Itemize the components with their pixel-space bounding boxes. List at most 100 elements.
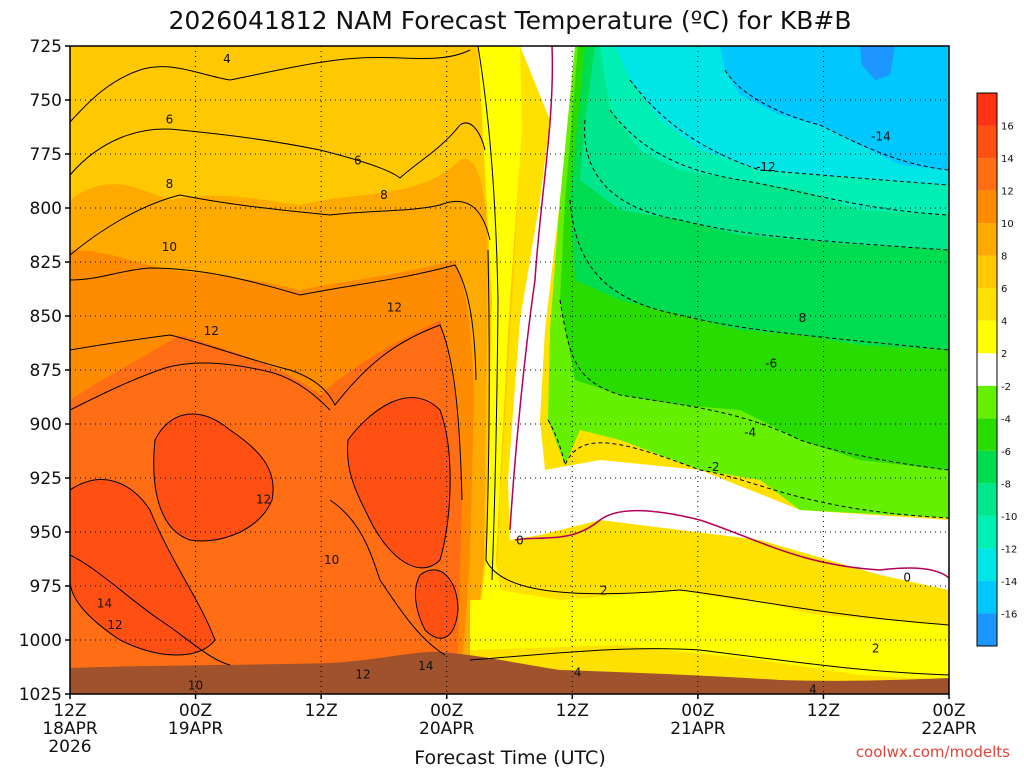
colorbar-swatch — [977, 613, 997, 646]
colorbar-swatch — [977, 125, 997, 159]
contour-14-c — [70, 479, 216, 656]
colorbar-swatch — [977, 190, 997, 224]
contour-4-right — [469, 648, 949, 676]
colorbar-swatch — [977, 93, 997, 126]
contour-label: -4 — [744, 426, 756, 440]
contour-label: 2 — [872, 642, 880, 656]
freezing-line-upper — [509, 46, 554, 531]
contour-label: 12 — [256, 493, 271, 507]
contour-label: -2 — [708, 460, 720, 474]
plot-area — [70, 46, 949, 694]
dashed-contours — [547, 69, 949, 519]
contour-label: -14 — [871, 130, 891, 144]
x-tick-label: 12Z — [556, 701, 589, 721]
contour-label: 4 — [574, 665, 582, 679]
ground — [70, 651, 949, 694]
y-tick-label: 975 — [30, 577, 62, 597]
band-14-16-c — [70, 479, 215, 655]
x-tick-label: 18APR — [42, 719, 98, 739]
contour-label: 8 — [799, 311, 807, 325]
colorbar-label: -2 — [1001, 382, 1011, 393]
contour-labels: 4 6 6 8 8 10 12 12 12 10 14 12 14 12 10 0 2 4 -2 -4 -6 8 -12 -1… — [97, 52, 911, 697]
contour-minus8 — [584, 119, 949, 251]
y-tick-label: 800 — [30, 199, 62, 219]
chart-title: 2026041812 NAM Forecast Temperature (ºC)… — [168, 6, 851, 35]
contour-4 — [70, 49, 471, 123]
band-14-16-a — [153, 413, 274, 541]
colorbar-label: 4 — [1001, 317, 1007, 328]
colorbar-frame — [976, 92, 998, 647]
contour-label: 0 — [903, 570, 911, 584]
x-tick-label: 00Z — [932, 701, 965, 721]
x-tick-label: 22APR — [921, 719, 977, 739]
colorbar-swatch — [977, 515, 997, 549]
contour-minus12 — [629, 79, 949, 186]
x-axis-label: Forecast Time (UTC) — [414, 747, 605, 768]
y-tick-label: 950 — [30, 523, 62, 543]
colorbar-swatch — [977, 418, 997, 451]
contour-8 — [70, 194, 491, 256]
colorbar-label: -14 — [1001, 577, 1017, 588]
colorbar-label: 16 — [1001, 122, 1014, 133]
y-tick-label: 1025 — [19, 685, 62, 705]
y-tick-label: 750 — [30, 91, 62, 111]
contour-12-b — [70, 362, 331, 411]
contour-label: -12 — [756, 160, 776, 174]
contour-4-upper — [477, 46, 499, 581]
colorbar-label: -12 — [1001, 544, 1017, 555]
contour-label: 12 — [387, 300, 402, 314]
colorbar-swatch — [977, 385, 997, 419]
band-minus14-minus16 — [720, 46, 949, 170]
gridlines — [70, 46, 949, 694]
y-tick-label: 1000 — [19, 631, 62, 651]
colorbar-swatch — [977, 223, 997, 256]
contour-14-a — [153, 413, 274, 542]
y-tick-label: 900 — [30, 415, 62, 435]
x-tick-label: 12Z — [305, 701, 338, 721]
colorbar-swatch — [977, 450, 997, 484]
contour-label: 12 — [355, 668, 370, 682]
colorbar-label: -10 — [1001, 512, 1017, 523]
contour-label: 12 — [204, 324, 219, 338]
y-tick-label: 825 — [30, 253, 62, 273]
contour-label: 14 — [418, 659, 433, 673]
contour-label: 12 — [107, 618, 122, 632]
colorbar-label: 8 — [1001, 252, 1007, 263]
colorbar-swatch — [977, 483, 997, 516]
x-tick-label: 20APR — [419, 719, 475, 739]
contour-label: 0 — [516, 534, 524, 548]
credit-link[interactable]: coolwx.com/modelts — [856, 743, 1010, 761]
contour-label: 4 — [223, 52, 231, 66]
contour-label: 14 — [97, 596, 112, 610]
contour-label: 8 — [380, 188, 388, 202]
colorbar-swatch — [977, 320, 997, 354]
y-axis: 725 750 775 800 825 850 875 900 925 950 975 1000 102… — [19, 37, 70, 705]
contour-lines — [70, 46, 949, 676]
contour-minus6 — [569, 199, 949, 351]
colorbar-swatch — [977, 288, 997, 321]
colorbar-label: -6 — [1001, 447, 1011, 458]
freezing-line-lower — [514, 509, 949, 579]
x-tick-label: 21APR — [670, 719, 726, 739]
y-tick-label: 850 — [30, 307, 62, 327]
x-tick-label: 19APR — [168, 719, 224, 739]
contour-minus14 — [724, 69, 949, 171]
colorbar-swatch — [977, 580, 997, 614]
band-minus16-minus18 — [860, 46, 895, 80]
colorbar-label: 10 — [1001, 219, 1014, 230]
contour-label: 10 — [162, 240, 177, 254]
contour-label: 10 — [324, 553, 339, 567]
contour-label: 6 — [166, 112, 174, 126]
band-14-16-d — [415, 569, 458, 639]
colorbar-label: 6 — [1001, 284, 1007, 295]
contour-label: 10 — [188, 678, 203, 692]
x-tick-label: 12Z — [53, 701, 86, 721]
x-tick-label: 2026 — [48, 737, 91, 757]
y-tick-label: 925 — [30, 469, 62, 489]
contour-10-b — [329, 499, 446, 656]
colorbar-label: -8 — [1001, 479, 1011, 490]
x-tick-label: 12Z — [807, 701, 840, 721]
colorbar-label: -4 — [1001, 414, 1011, 425]
